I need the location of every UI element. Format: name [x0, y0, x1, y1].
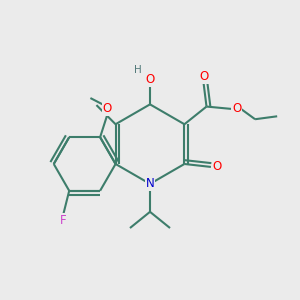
Text: O: O	[213, 160, 222, 173]
Text: O: O	[199, 70, 208, 83]
Text: O: O	[232, 102, 242, 116]
Text: F: F	[60, 214, 67, 227]
Text: O: O	[146, 73, 154, 86]
Text: H: H	[134, 65, 142, 75]
Text: N: N	[146, 177, 154, 190]
Text: O: O	[103, 102, 112, 115]
